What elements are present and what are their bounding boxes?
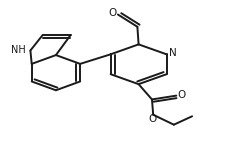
- Text: N: N: [170, 48, 177, 58]
- Text: NH: NH: [11, 45, 26, 55]
- Text: O: O: [149, 114, 157, 124]
- Text: O: O: [177, 90, 186, 100]
- Text: O: O: [109, 8, 117, 18]
